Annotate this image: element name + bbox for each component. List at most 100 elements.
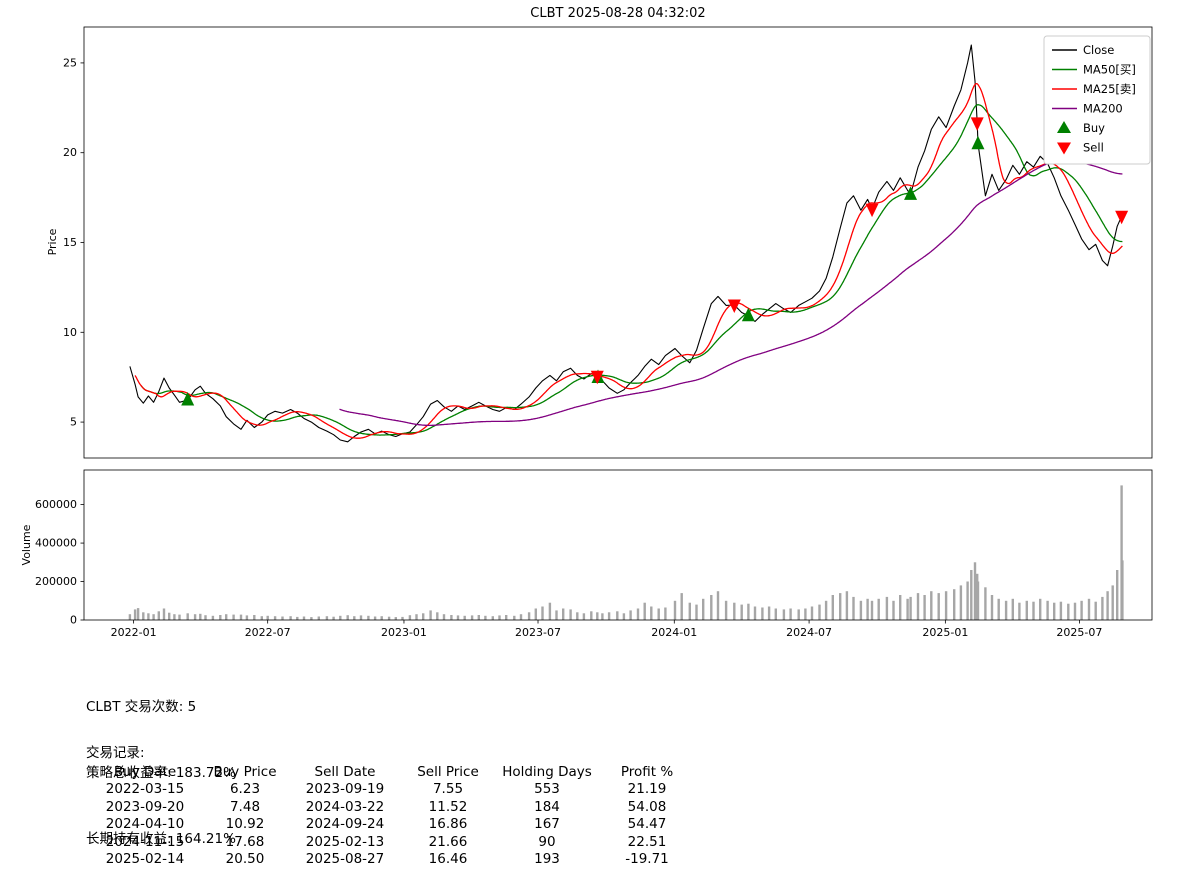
volume-bar (401, 616, 404, 620)
volume-bar (716, 591, 720, 620)
volume-bar (839, 593, 842, 620)
volume-bar (899, 595, 902, 620)
volume-bar (296, 616, 299, 620)
trade-cell: 2024-09-24 (305, 816, 385, 833)
volume-bar (178, 614, 181, 620)
volume-bar (1032, 601, 1035, 620)
trade-cell: 54.08 (627, 798, 667, 815)
tick-labels: 5 10 15 20 25 0 200000 400000 600000 2022-01 2022-… (35, 56, 1102, 639)
volume-bar (310, 617, 313, 620)
volume-bar (657, 608, 660, 620)
volume-bar (1101, 596, 1104, 620)
volume-bar (273, 616, 277, 620)
volume-bar (477, 615, 480, 620)
volume-bar (753, 606, 757, 620)
legend-label: MA200 (1083, 102, 1123, 116)
volume-bar (953, 589, 956, 620)
volume-bar (193, 614, 197, 620)
trade-cell: 2023-09-20 (105, 798, 185, 815)
volume-tick-label: 0 (70, 614, 77, 627)
trade-record-label: 交易记录: (86, 745, 145, 761)
volume-bar (761, 607, 764, 620)
volume-bar (909, 596, 912, 620)
trade-cell: 16.46 (428, 851, 468, 868)
volume-bar (162, 608, 166, 620)
volume-bar (724, 600, 728, 620)
trade-cell: 2025-02-14 (105, 851, 185, 868)
volume-bar (332, 616, 335, 620)
volume-bar (740, 604, 743, 620)
legend-label: MA50[买] (1083, 63, 1136, 77)
trade-cell: 16.86 (428, 816, 468, 833)
sell-marker (865, 203, 879, 218)
volume-bar (1018, 602, 1021, 620)
trade-cell: 2024-04-10 (105, 816, 185, 833)
volume-bar (534, 608, 537, 620)
sell-marker (1115, 210, 1129, 225)
volume-bar (937, 593, 940, 620)
volume-bar (204, 615, 207, 620)
volume-bar (239, 614, 243, 620)
volume-bar (1087, 598, 1091, 620)
trade-cell: -19.71 (625, 851, 669, 868)
volume-bar (133, 609, 137, 620)
chart-title: CLBT 2025-08-28 04:32:02 (530, 6, 705, 21)
trade-cell: 2025-02-13 (305, 833, 385, 850)
volume-bar (408, 615, 412, 620)
volume-bar (281, 616, 284, 620)
x-tick-label: 2023-01 (381, 626, 427, 639)
volume-bar (797, 609, 800, 620)
volume-bar (359, 615, 363, 620)
ma25-line (134, 82, 1123, 439)
trade-cell: 2024-11-15 (105, 833, 185, 850)
volume-bar (450, 615, 453, 620)
volume-bar (629, 610, 632, 620)
volume-bar (810, 606, 814, 620)
trade-cell: 20.50 (225, 851, 265, 868)
sell-marker (727, 299, 741, 313)
volume-bar (470, 615, 474, 620)
volume-bar (157, 611, 160, 620)
volume-axis-label: Volume (20, 524, 33, 565)
volume-bar (152, 614, 155, 620)
x-tick-label: 2023-07 (515, 626, 561, 639)
volume-bar (650, 606, 653, 620)
volume-bar (1039, 598, 1042, 620)
volume-bar (527, 612, 531, 620)
volume-bar (436, 612, 439, 620)
trade-cell: 7.48 (229, 798, 261, 815)
volume-bar (636, 608, 640, 620)
volume-bar (147, 613, 150, 620)
volume-tick-label: 600000 (35, 498, 77, 511)
volume-bar (596, 612, 599, 620)
trade-cell: 193 (534, 851, 560, 868)
volume-bar (253, 615, 256, 620)
legend-buy-triangle-icon (1057, 121, 1071, 133)
trade-cell: 21.66 (428, 833, 468, 850)
x-tick-label: 2022-01 (111, 626, 157, 639)
volume-bar (380, 616, 383, 620)
sell-marker (590, 370, 604, 385)
volume-bar (590, 611, 593, 620)
trade-record-block: 交易记录: Buy Date Buy Price Sell Date Sell Pri… (86, 741, 692, 868)
trade-markers (181, 117, 1129, 406)
volume-bar (373, 616, 377, 620)
trade-row: 2024-11-15 17.68 2025-02-13 21.66 90 22.51 (86, 834, 692, 851)
volume-bar (944, 591, 948, 620)
volume-bar (1120, 485, 1123, 620)
volume-bar (1059, 601, 1063, 620)
trade-table-header: Buy Date Buy Price Sell Date Sell Price Hold… (86, 764, 692, 781)
volume-bar (562, 608, 565, 620)
trade-row: 2023-09-20 7.48 2024-03-22 11.52 184 54.08 (86, 799, 692, 816)
volume-bar (804, 608, 807, 620)
trade-cell: 11.52 (428, 798, 468, 815)
volume-bar (367, 615, 370, 620)
volume-bar (289, 616, 292, 620)
volume-bar (984, 587, 987, 620)
volume-bar (519, 614, 523, 620)
volume-bar (555, 610, 558, 620)
volume-bar (173, 614, 176, 620)
volume-bar (225, 614, 228, 620)
volume-bar (302, 616, 306, 620)
volume-bar (266, 615, 269, 620)
